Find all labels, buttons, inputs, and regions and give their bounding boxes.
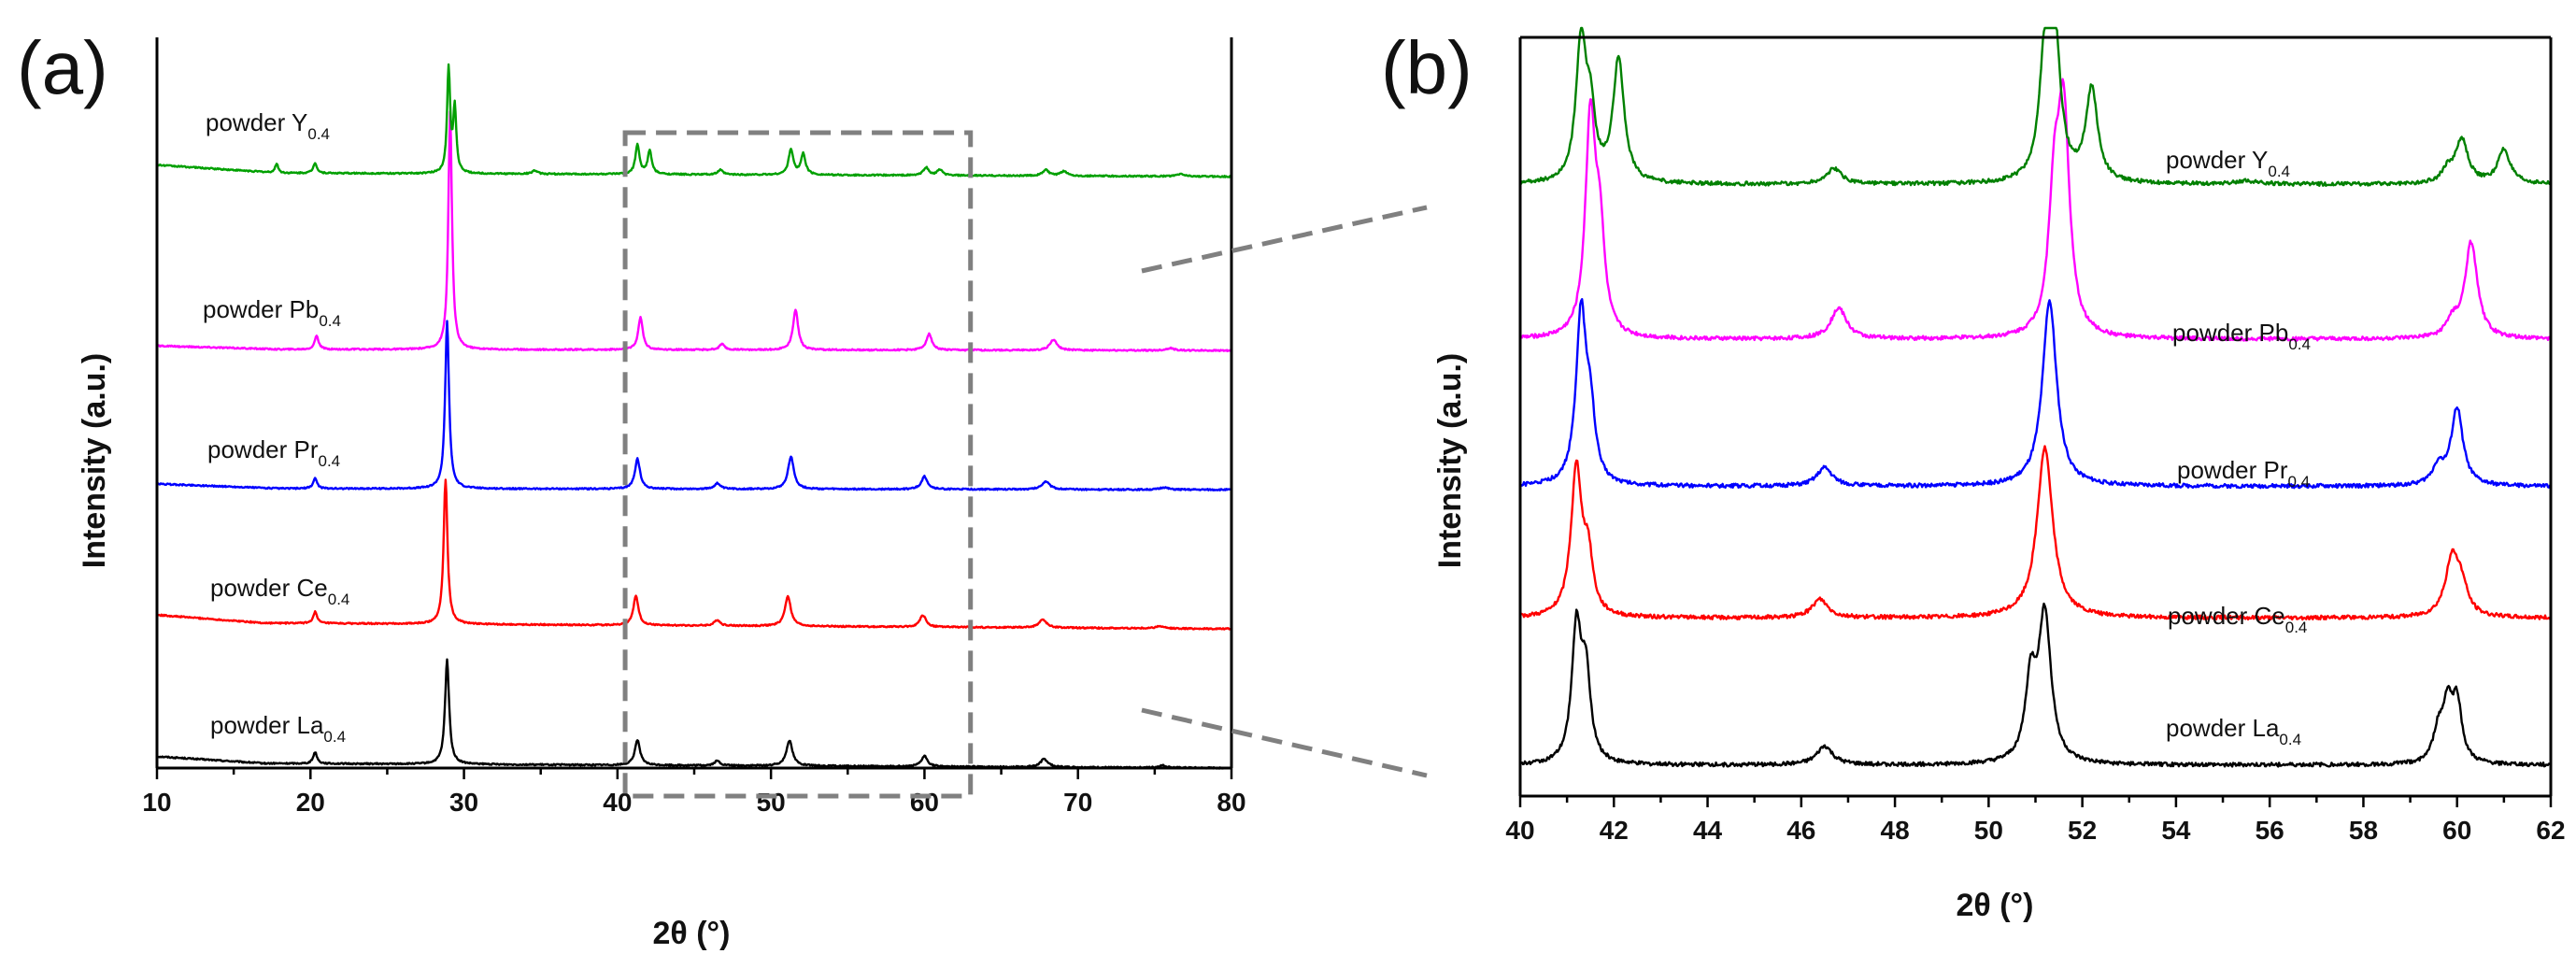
x-tick-label: 48 [1881,816,1910,845]
panel-b-series-labels: powder La0.4 powder Ce0.4 powder Pr0.4 powd… [2166,146,2311,748]
trace-powder-pr [156,320,1232,491]
zoom-region-box [622,130,974,799]
series-label-powder-y: powder Y0.4 [206,108,330,143]
series-label-powder-la: powder La0.4 [210,711,346,746]
series-label-powder-ce: powder Ce0.4 [210,574,349,608]
panel-a: (a) powder La0.4 powder Ce0.4 powder Pr0.4… [17,26,1246,951]
panel-b-x-axis-title: 2θ (°) [1957,888,2034,923]
x-tick-label: 54 [2161,816,2191,845]
series-label-powder-pb: powder Pb0.4 [203,295,341,330]
panel-b-ticks: 40 42 44 46 48 50 52 54 56 58 60 62 [1505,796,2566,845]
trace-powder-la [156,658,1232,770]
series-label-powder-pb: powder Pb0.4 [2172,319,2311,353]
trace-powder-la [1519,602,2553,768]
panel-a-y-axis-title: Intensity (a.u.) [77,353,112,568]
panel-a-traces [156,63,1232,770]
panel-a-label: (a) [17,26,108,109]
x-tick-label: 56 [2256,816,2284,845]
panel-b: (b) powder La0.4 powder Ce0.4 powder Pr0.4… [1381,26,2566,923]
x-tick-label: 60 [2442,816,2471,845]
series-label-powder-la: powder La0.4 [2166,714,2301,748]
x-tick-label: 40 [1505,816,1534,845]
trace-powder-y [1519,26,2553,188]
x-tick-label: 52 [2068,816,2097,845]
zoom-connector-top [1141,205,1428,274]
panel-b-traces [1518,26,2553,768]
panel-a-x-axis-title: 2θ (°) [653,916,731,951]
x-tick-label: 46 [1786,816,1815,845]
trace-powder-pb [156,110,1232,352]
trace-powder-y [156,63,1232,178]
series-label-powder-y: powder Y0.4 [2166,146,2290,180]
panel-a-ticks: 10 20 30 40 50 60 70 80 [142,768,1246,817]
series-label-powder-pr: powder Pr0.4 [207,435,340,470]
panel-a-series-labels: powder La0.4 powder Ce0.4 powder Pr0.4 powd… [203,108,349,746]
zoom-connector-bottom [1141,707,1428,778]
x-tick-label: 50 [757,788,786,817]
x-tick-label: 40 [603,788,632,817]
series-label-powder-pr: powder Pr0.4 [2177,456,2310,491]
x-tick-label: 60 [910,788,939,817]
panel-b-axes [1518,36,2553,798]
x-tick-label: 70 [1063,788,1092,817]
trace-powder-pb [1518,78,2553,342]
series-label-powder-ce: powder Ce0.4 [2168,602,2307,636]
x-tick-label: 20 [296,788,325,817]
x-tick-label: 58 [2349,816,2378,845]
trace-powder-pr [1519,298,2553,490]
x-tick-label: 30 [449,788,478,817]
panel-b-y-axis-title: Intensity (a.u.) [1432,353,1468,568]
x-tick-label: 10 [142,788,171,817]
x-tick-label: 62 [2536,816,2565,845]
x-tick-label: 44 [1693,816,1723,845]
x-tick-label: 50 [1974,816,2003,845]
x-tick-label: 42 [1600,816,1629,845]
panel-b-label: (b) [1381,26,1473,109]
x-tick-label: 80 [1217,788,1245,817]
trace-powder-ce [1519,445,2553,621]
trace-powder-ce [156,478,1232,631]
